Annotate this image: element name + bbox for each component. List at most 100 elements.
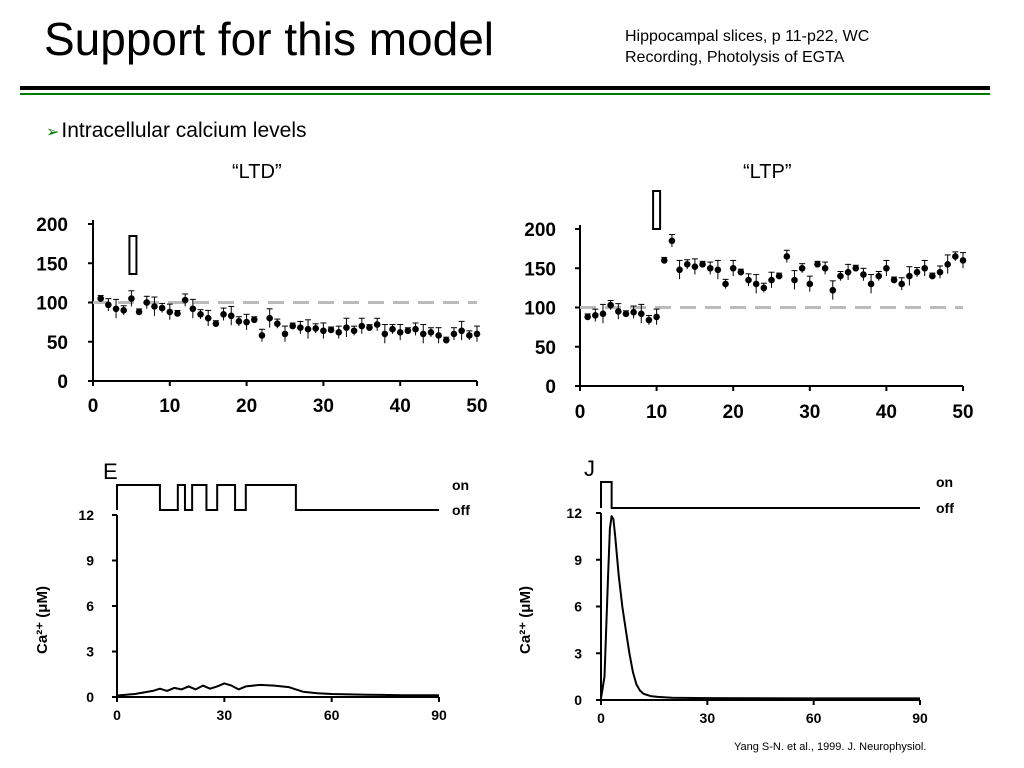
ltd-panel-title: “LTD” (232, 161, 282, 183)
ltp-data-point (607, 301, 614, 309)
panel-j-y-tick-label: 12 (566, 505, 582, 521)
ltd-data-point (427, 329, 435, 336)
ltp-data-point (760, 284, 768, 292)
panel-j-x-tick-label: 60 (806, 710, 822, 726)
panel-j-x-tick-label: 0 (597, 710, 605, 726)
ltd-x-tick-label: 50 (466, 396, 487, 417)
panel-j-y-tick-label: 3 (574, 645, 582, 661)
ltp-data-point (806, 280, 814, 288)
panel-j-off-label: off (936, 500, 954, 516)
ltd-x-tick-label: 10 (159, 396, 180, 417)
ltd-data-point (258, 332, 266, 339)
ltp-data-point (883, 264, 890, 272)
ltp-data-point (775, 272, 783, 280)
ltp-data-point (929, 272, 936, 280)
ltd-data-point (274, 320, 281, 327)
ltp-data-point (599, 310, 607, 318)
ltd-data-point (112, 305, 120, 313)
ltp-data-point (936, 268, 944, 276)
ltp-data-point (630, 308, 637, 316)
ltp-data-point (691, 263, 699, 270)
ltp-data-point (592, 312, 599, 319)
ltd-data-point (373, 321, 381, 328)
panel-j-x-tick-label: 90 (912, 710, 928, 726)
panel-e-calcium-trace (116, 682, 439, 697)
ltd-data-point (212, 320, 220, 327)
ltp-y-tick-label: 150 (524, 259, 556, 280)
ltd-data-point (266, 314, 273, 322)
slide-subtitle: Hippocampal slices, p 11-p22, WC Recordi… (625, 26, 1005, 68)
arrow-bullet-icon: ➢ (46, 124, 60, 141)
ltp-data-point (653, 313, 660, 321)
ltp-data-point (921, 264, 928, 272)
ltd-data-point (466, 332, 473, 339)
ltd-data-point (174, 310, 181, 317)
ltp-data-point (676, 266, 683, 274)
panel-e-y-tick-label: 9 (86, 553, 94, 569)
ltp-data-point (829, 286, 837, 294)
ltp-data-point (768, 276, 775, 284)
ltp-data-point (637, 310, 645, 318)
ltp-data-point (906, 272, 913, 280)
subtitle-line-2: Recording, Photolysis of EGTA (625, 49, 845, 66)
ltd-data-point (227, 312, 235, 320)
ltp-data-point (645, 316, 653, 324)
ltd-data-point (143, 299, 151, 306)
ltp-data-point (699, 261, 706, 268)
panel-e-x-tick-label: 90 (431, 707, 447, 723)
ltd-data-point (450, 330, 458, 338)
panel-j-y-axis-label: Ca²⁺ (μM) (517, 586, 534, 654)
ltp-y-tick-label: 200 (524, 220, 556, 241)
ltd-data-point (289, 322, 296, 330)
ltp-data-point (821, 264, 829, 272)
ltp-data-point (752, 280, 760, 288)
ltd-data-point (197, 310, 204, 318)
ltd-data-point (250, 316, 258, 324)
ltp-data-point (875, 272, 883, 280)
ltd-data-point (135, 308, 143, 316)
ltp-y-tick-label: 100 (524, 299, 556, 320)
panel-j-y-tick-label: 6 (574, 599, 582, 615)
ltp-y-tick-label: 50 (535, 338, 556, 359)
ltp-data-point (683, 261, 691, 268)
panel-e-y-axis-label: Ca²⁺ (μM) (34, 586, 51, 654)
subtitle-line-1: Hippocampal slices, p 11-p22, WC (625, 28, 870, 45)
ltd-data-point (128, 295, 135, 302)
ltp-data-point (783, 253, 791, 260)
panel-e-y-tick-label: 0 (86, 689, 94, 705)
ltd-data-point (458, 327, 465, 335)
ltd-stimulus-marker (128, 235, 138, 275)
ltd-y-tick-label: 0 (57, 372, 68, 393)
ltd-data-point (419, 330, 427, 338)
ltd-y-tick-label: 200 (36, 215, 68, 236)
ltp-data-point (890, 276, 898, 284)
ltp-data-point (944, 261, 951, 268)
ltd-data-point (97, 295, 104, 302)
ltd-data-point (297, 324, 304, 331)
panel-e-y-tick-label: 3 (86, 644, 94, 660)
ltd-data-point (304, 325, 312, 333)
ltp-data-point (668, 237, 676, 245)
ltp-y-tick-label: 0 (545, 377, 556, 398)
bullet-item: ➢Intracellular calcium levels (46, 119, 307, 143)
ltp-data-point (798, 264, 806, 272)
ltd-data-point (189, 305, 197, 313)
ltp-data-point (622, 310, 630, 318)
title-rule-green (20, 93, 990, 95)
ltp-x-tick-label: 20 (723, 402, 744, 423)
ltd-data-point (343, 324, 350, 331)
ltd-x-tick-label: 40 (390, 396, 411, 417)
ltp-data-point (714, 266, 722, 274)
slide-title: Support for this model (44, 13, 495, 65)
panel-e-y-tick-label: 6 (86, 598, 94, 614)
ltp-data-point (722, 280, 729, 288)
ltd-data-point (320, 327, 327, 335)
ltp-data-point (867, 280, 875, 288)
ltd-data-point (181, 296, 189, 304)
ltp-data-point (737, 268, 745, 276)
ltp-x-tick-label: 0 (575, 402, 586, 423)
panel-e-y-tick-label: 12 (78, 507, 94, 523)
panel-e-off-label: off (452, 502, 470, 518)
ltp-stimulus-marker (652, 190, 662, 230)
